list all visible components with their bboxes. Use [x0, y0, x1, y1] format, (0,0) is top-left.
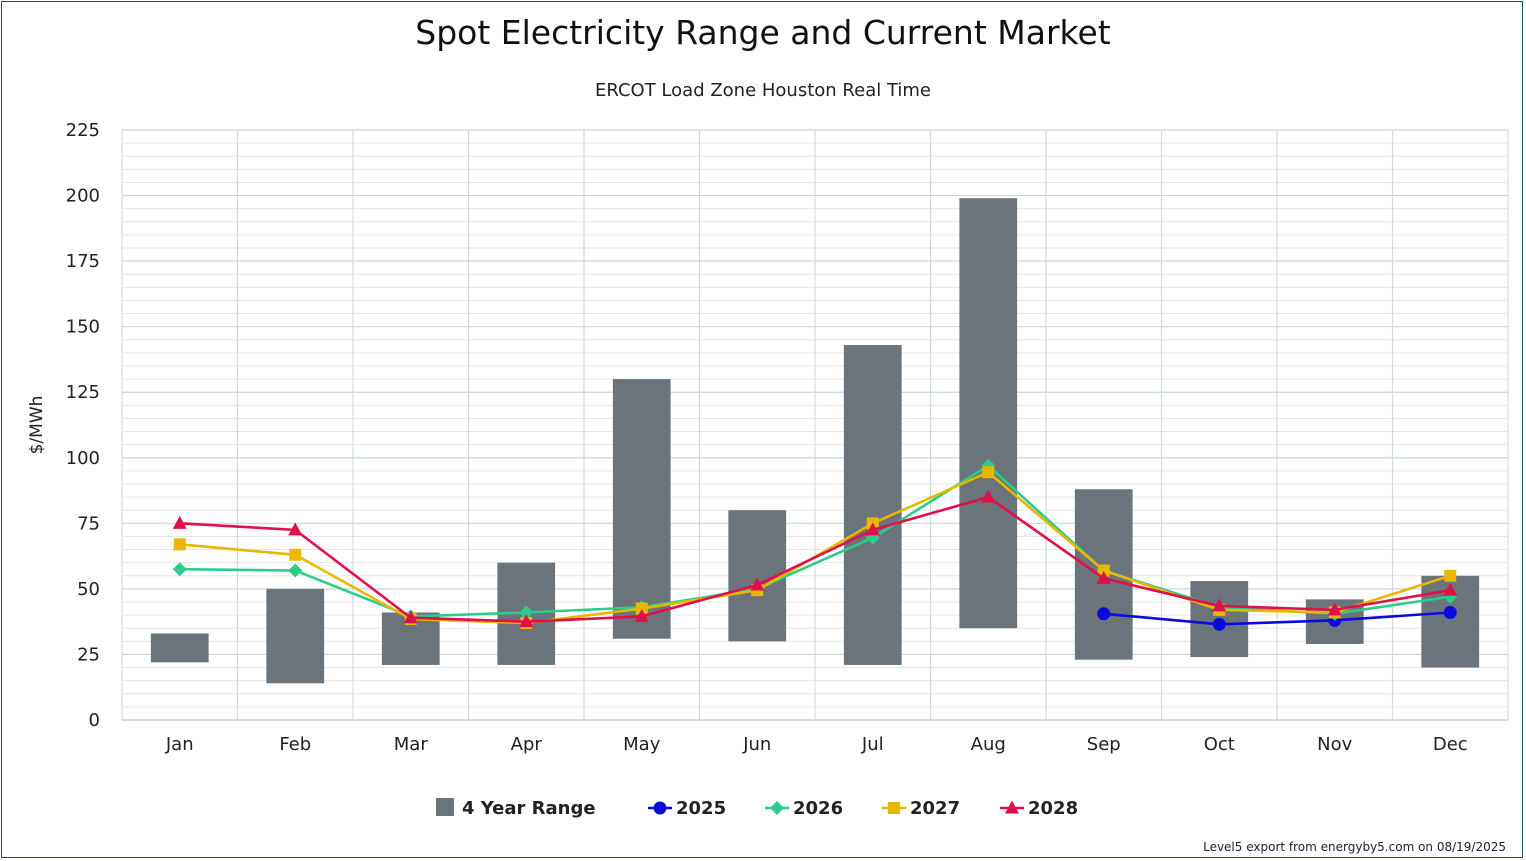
point-2028-dec	[1443, 582, 1458, 596]
legend-label-2028: 2028	[1028, 798, 1078, 819]
legend-label-2027: 2027	[910, 798, 960, 819]
y-tick-label: 175	[66, 251, 100, 272]
point-2027-may	[635, 602, 648, 615]
point-2026-apr	[519, 605, 534, 620]
legend-marker-2028	[1005, 800, 1019, 814]
point-2025-dec	[1443, 605, 1457, 619]
x-tick-label-jul: Jul	[861, 734, 884, 755]
point-2027-sep	[1097, 564, 1110, 577]
y-tick-label: 0	[89, 710, 100, 731]
point-2027-jan	[173, 538, 186, 551]
x-tick-label-jun: Jun	[742, 734, 771, 755]
point-2025-oct	[1212, 617, 1226, 631]
export-credit: Level5 export from energyby5.com on 08/1…	[1203, 840, 1506, 854]
y-tick-label: 150	[66, 317, 100, 338]
legend-label-range: 4 Year Range	[462, 798, 596, 819]
legend-label-2025: 2025	[676, 798, 726, 819]
range-bar-jul	[843, 345, 902, 665]
point-2028-feb	[288, 522, 303, 536]
point-2027-aug	[982, 466, 995, 479]
x-tick-label-apr: Apr	[511, 734, 543, 755]
x-tick-label-dec: Dec	[1433, 734, 1468, 755]
x-tick-label-aug: Aug	[971, 734, 1006, 755]
y-tick-label: 125	[66, 382, 100, 403]
point-2028-oct	[1212, 598, 1227, 612]
point-2026-feb	[288, 563, 303, 578]
x-tick-label-jan: Jan	[165, 734, 194, 755]
y-tick-label: 200	[66, 186, 100, 207]
series-line-2025	[1103, 611, 1451, 626]
y-axis-label: $/MWh	[27, 396, 47, 455]
point-2028-may	[634, 608, 649, 622]
x-tick-label-nov: Nov	[1317, 734, 1352, 755]
y-tick-label: 25	[77, 644, 100, 665]
point-2028-sep	[1096, 570, 1111, 584]
x-tick-label-may: May	[623, 734, 661, 755]
legend-marker-2027	[888, 802, 900, 814]
series-lines	[172, 458, 1458, 631]
y-tick-label: 50	[77, 579, 100, 600]
range-bar-may	[612, 379, 671, 639]
range-bar-aug	[959, 198, 1018, 629]
range-bar-feb	[266, 588, 325, 684]
y-tick-label: 75	[77, 513, 100, 534]
grid-lines	[121, 129, 1509, 721]
x-tick-label-mar: Mar	[394, 734, 429, 755]
y-tick-label: 225	[66, 120, 100, 141]
legend-item-range: 4 Year Range	[436, 798, 596, 819]
chart-title: Spot Electricity Range and Current Marke…	[415, 13, 1111, 52]
range-bar-jan	[150, 633, 209, 663]
legend-item-2028: 2028	[1000, 798, 1078, 819]
legend-symbol-range	[436, 798, 454, 816]
point-2028-jan	[172, 515, 187, 529]
legend-item-2027: 2027	[882, 798, 960, 819]
x-tick-label-oct: Oct	[1204, 734, 1235, 755]
y-tick-label: 100	[66, 448, 100, 469]
legend-marker-2026	[770, 801, 784, 815]
point-2027-feb	[289, 548, 302, 561]
axis-ticks: 0 25 50 75 100 125 150 175 200 225 Jan Feb Mar Apr May…	[66, 120, 1468, 755]
point-2025-sep	[1097, 607, 1111, 621]
legend-marker-2025	[653, 801, 667, 815]
point-2028-mar	[403, 610, 418, 624]
x-tick-label-sep: Sep	[1087, 734, 1121, 755]
chart-subtitle: ERCOT Load Zone Houston Real Time	[595, 80, 931, 101]
point-2026-jan	[172, 562, 187, 577]
point-2028-apr	[519, 614, 534, 628]
legend: 4 Year Range 2025 2026 2027 2028	[436, 798, 1078, 819]
legend-item-2026: 2026	[765, 798, 843, 819]
point-2028-aug	[981, 489, 996, 503]
legend-label-2026: 2026	[793, 798, 843, 819]
point-2027-dec	[1444, 569, 1457, 582]
point-2028-nov	[1327, 602, 1342, 616]
x-tick-label-feb: Feb	[279, 734, 311, 755]
point-2028-jun	[750, 577, 765, 591]
series-line-2028	[179, 495, 1451, 623]
legend-item-2025: 2025	[648, 798, 726, 819]
point-2028-jul	[865, 522, 880, 536]
